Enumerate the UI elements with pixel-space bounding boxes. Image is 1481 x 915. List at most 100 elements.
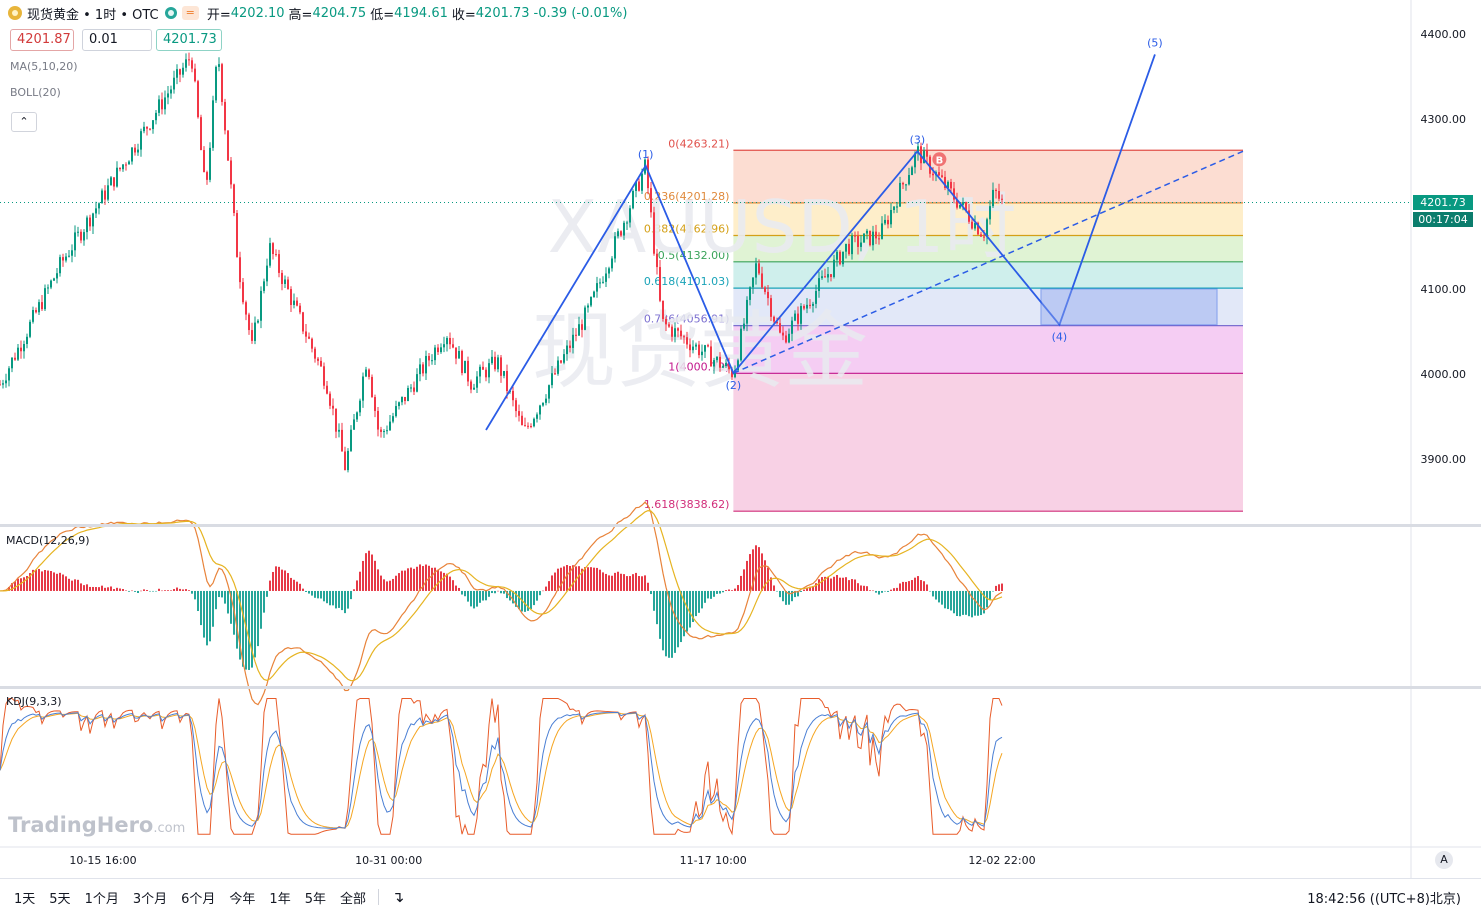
spread-field[interactable]: 0.01 (82, 29, 152, 51)
candle-up (908, 175, 910, 185)
candle-up (692, 346, 694, 351)
elliott-wave[interactable]: (1) (2) (3) (4) (5) B (485, 36, 1244, 431)
range-ytd[interactable]: 今年 (229, 891, 256, 907)
range-1y[interactable]: 1年 (269, 891, 291, 907)
macd-histogram-bar (530, 590, 532, 610)
macd-histogram-bar (71, 580, 73, 591)
candle-up (434, 347, 436, 361)
macd-histogram-bar (236, 590, 238, 649)
macd-histogram-bar (596, 567, 598, 591)
candle-down (323, 366, 325, 386)
ma-indicator-label[interactable]: MA(5,10,20) (10, 60, 78, 73)
macd-histogram-bar (515, 590, 517, 607)
candle-down (764, 287, 766, 292)
macd-histogram-bar (950, 590, 952, 611)
candle-up (479, 366, 481, 377)
macd-histogram-bar (281, 569, 283, 591)
candle-up (755, 263, 757, 278)
macd-histogram-bar (104, 587, 106, 591)
chevron-up-icon[interactable]: ⌃ (11, 112, 37, 132)
candle-up (845, 243, 847, 252)
symbol-title[interactable]: 现货黄金 • 1时 • OTC (27, 7, 159, 23)
candle-down (680, 330, 682, 337)
wave-label: (3) (910, 133, 926, 146)
macd-histogram-bar (50, 571, 52, 591)
macd-histogram-bar (956, 590, 958, 617)
fibonacci-retracement[interactable]: 0(4263.21) 0.236(4201.28) 0.382(4162.96) 0.… (644, 137, 1243, 512)
macd-histogram-bar (773, 585, 775, 591)
candle-up (545, 398, 547, 403)
macd-histogram-bar (818, 579, 820, 591)
macd-histogram-bar (410, 567, 412, 591)
macd-histogram-bar (128, 590, 130, 592)
macd-histogram-bar (8, 586, 10, 591)
macd-histogram-bar (179, 588, 181, 591)
candle-up (851, 235, 853, 255)
macd-histogram-bar (890, 589, 892, 591)
fib-level-label: 0.618(4101.03) (644, 275, 730, 288)
range-all[interactable]: 全部 (339, 891, 366, 907)
boll-indicator-label[interactable]: BOLL(20) (10, 86, 61, 99)
candle-up (209, 147, 211, 180)
candle-down (467, 360, 469, 382)
candle-up (602, 281, 604, 283)
macd-histogram-bar (617, 571, 619, 591)
candle-down (206, 172, 208, 180)
candle-up (215, 66, 217, 101)
range-5d[interactable]: 5天 (49, 891, 71, 907)
macd-histogram-bar (551, 575, 553, 591)
candle-up (962, 202, 964, 205)
range-3m[interactable]: 3个月 (132, 891, 168, 907)
toolbar-divider (378, 889, 379, 905)
macd-histogram-bar (257, 590, 259, 647)
candle-up (173, 77, 175, 90)
candle-down (275, 254, 277, 256)
macd-histogram-bar (32, 569, 34, 591)
buy-price-button[interactable]: 4201.73 (156, 29, 222, 51)
macd-histogram-bar (116, 587, 118, 591)
sell-price-button[interactable]: 4201.87 (10, 29, 74, 51)
clock-timezone[interactable]: 18:42:56 ((UTC+8)北京) (1307, 891, 1461, 907)
auto-scale-button[interactable]: A (1435, 851, 1453, 869)
kdj-label[interactable]: KDJ(9,3,3) (6, 695, 62, 708)
candle-up (56, 273, 58, 279)
macd-histogram-bar (917, 576, 919, 591)
macd-histogram-bar (308, 590, 310, 594)
range-5y[interactable]: 5年 (304, 891, 326, 907)
macd-histogram-bar (776, 590, 778, 592)
range-6m[interactable]: 6个月 (181, 891, 216, 907)
candle-up (269, 243, 271, 266)
candle-up (641, 173, 643, 191)
calendar-jump-icon[interactable]: ↴ (391, 888, 405, 906)
price-tick-label: 4400.00 (1421, 28, 1467, 41)
range-1m[interactable]: 1个月 (84, 891, 119, 907)
macd-histogram-bar (836, 575, 838, 591)
candle-down (125, 164, 127, 166)
macd-histogram-bar (389, 580, 391, 591)
macd-histogram-bar (926, 584, 928, 591)
macd-histogram-bar (806, 587, 808, 591)
macd-histogram-bar (944, 590, 946, 609)
candle-up (827, 274, 829, 278)
candle-up (8, 368, 10, 381)
candle-down (776, 321, 778, 324)
candle-down (971, 221, 973, 229)
macd-histogram-bar (701, 590, 703, 609)
macd-histogram-bar (200, 590, 202, 626)
macd-histogram-bar (371, 554, 373, 591)
macd-label[interactable]: MACD(12,26,9) (6, 534, 90, 547)
candle-up (629, 208, 631, 223)
candle-up (893, 206, 895, 211)
candle-up (38, 302, 40, 313)
macd-histogram-bar (527, 590, 529, 611)
macd-histogram-bar (446, 573, 448, 591)
candle-up (356, 412, 358, 420)
candle-down (932, 173, 934, 176)
macd-histogram-bar (356, 580, 358, 591)
candle-up (440, 347, 442, 353)
macd-histogram-bar (329, 590, 331, 606)
range-1d[interactable]: 1天 (14, 891, 36, 907)
macd-histogram-bar (395, 575, 397, 591)
candle-up (557, 360, 559, 374)
